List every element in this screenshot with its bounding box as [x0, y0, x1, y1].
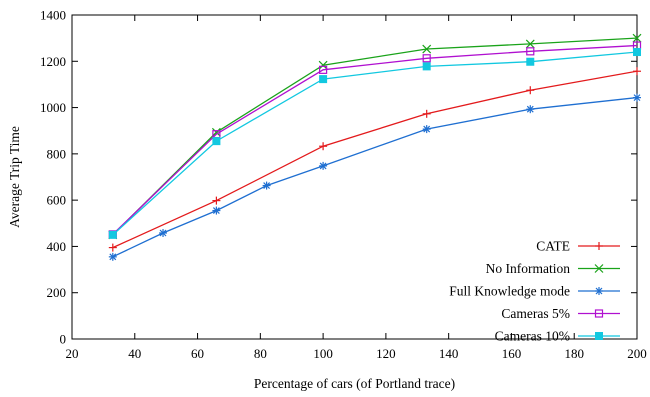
data-point	[211, 127, 221, 137]
legend-marker	[594, 264, 604, 273]
x-tick-label: 20	[66, 346, 79, 361]
data-point	[422, 62, 431, 71]
legend-label: Cameras 5%	[501, 306, 570, 321]
data-point	[319, 75, 328, 84]
data-point	[526, 105, 535, 114]
legend-marker	[595, 332, 603, 340]
x-tick-label: 160	[502, 346, 522, 361]
x-tick-label: 120	[376, 346, 396, 361]
data-point	[422, 125, 431, 134]
data-point	[525, 39, 535, 49]
data-series	[108, 33, 642, 261]
x-tick-label: 140	[439, 346, 459, 361]
data-point	[526, 57, 535, 66]
x-tick-label: 200	[627, 346, 647, 361]
x-tick-label: 100	[313, 346, 333, 361]
data-point	[212, 196, 221, 205]
series-cameras-10-	[108, 48, 641, 239]
data-point	[318, 60, 328, 70]
data-point	[108, 230, 117, 239]
y-tick-label: 1400	[40, 8, 66, 23]
y-tick-label: 600	[47, 193, 67, 208]
data-point	[526, 86, 535, 95]
series-line	[112, 51, 638, 236]
series-line	[112, 37, 638, 236]
data-point	[526, 47, 535, 56]
data-point	[319, 65, 328, 74]
series-line	[112, 44, 638, 235]
y-tick-label: 1000	[40, 100, 66, 115]
series-no-information	[108, 33, 642, 240]
x-tick-label: 80	[254, 346, 267, 361]
data-point	[319, 142, 328, 151]
legend-item: Cameras 10%	[495, 329, 620, 344]
axis-ticks: 20 40 60 80 100 120 140 160 180 200 0 200 400 600 800 1…	[40, 8, 647, 362]
y-tick-label: 800	[47, 146, 67, 161]
legend-marker	[595, 287, 603, 295]
data-point	[108, 252, 117, 261]
legend-label: No Information	[486, 261, 571, 276]
y-tick-label: 200	[47, 285, 67, 300]
plot-frame	[71, 14, 638, 340]
legend-item: Full Knowledge mode	[449, 284, 620, 299]
series-full-knowledge-mode	[108, 93, 641, 261]
data-point	[632, 33, 642, 43]
data-point	[319, 161, 328, 170]
legend-marker	[595, 242, 603, 250]
data-point	[633, 93, 641, 102]
data-point	[633, 67, 641, 76]
data-point	[422, 54, 431, 63]
legend-marker	[594, 309, 604, 318]
y-tick-label: 1200	[40, 54, 66, 69]
chart-legend: CATE No Information Full Knowledge mode Cam…	[449, 239, 620, 344]
data-point	[212, 137, 221, 146]
y-tick-label: 400	[47, 239, 67, 254]
data-point	[212, 206, 221, 215]
series-line	[112, 70, 638, 249]
data-point	[422, 44, 432, 54]
legend-label: Cameras 10%	[495, 329, 570, 344]
x-axis-title: Percentage of cars (of Portland trace)	[254, 376, 455, 391]
data-point	[262, 181, 271, 190]
data-point	[633, 48, 641, 57]
plot-axes	[71, 14, 638, 340]
legend-item: Cameras 5%	[501, 306, 620, 321]
series-line	[112, 96, 638, 258]
series-cameras-5-	[108, 41, 642, 239]
legend-label: Full Knowledge mode	[449, 284, 570, 299]
y-tick-label: 0	[60, 332, 67, 347]
data-point	[108, 243, 117, 252]
legend-item: No Information	[486, 261, 620, 276]
data-point	[159, 229, 168, 238]
legend-label: CATE	[536, 239, 570, 254]
legend-item: CATE	[536, 239, 620, 254]
series-cate	[108, 67, 641, 252]
x-tick-label: 40	[128, 346, 141, 361]
y-axis-title: Average Trip Time	[7, 126, 22, 228]
data-point	[422, 109, 431, 118]
x-tick-label: 180	[564, 346, 584, 361]
x-tick-label: 60	[191, 346, 204, 361]
